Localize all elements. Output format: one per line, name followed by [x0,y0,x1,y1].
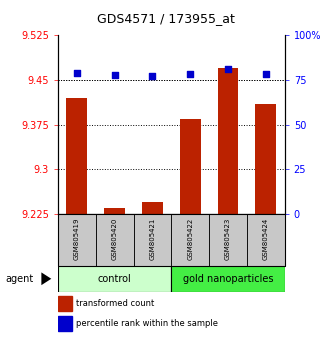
Bar [67,98,87,214]
Point [150,73,155,79]
Bar [180,119,201,214]
Point [263,71,268,77]
Text: GSM805422: GSM805422 [187,218,193,260]
Text: transformed count: transformed count [76,299,154,308]
Text: GSM805419: GSM805419 [74,218,80,260]
Bar [247,214,285,266]
Bar [96,214,133,266]
Text: GDS4571 / 173955_at: GDS4571 / 173955_at [97,12,234,25]
Polygon shape [41,273,51,285]
Bar [171,266,285,292]
Text: GSM805421: GSM805421 [149,218,155,260]
Bar [133,214,171,266]
Point [225,67,231,72]
Bar [58,266,171,292]
Bar [58,316,71,331]
Bar [209,214,247,266]
Bar [58,296,71,311]
Text: percentile rank within the sample: percentile rank within the sample [76,319,218,329]
Bar [142,202,163,214]
Text: GSM805423: GSM805423 [225,218,231,260]
Text: agent: agent [5,274,33,284]
Text: gold nanoparticles: gold nanoparticles [183,274,273,284]
Text: control: control [98,274,131,284]
Point [188,71,193,77]
Text: GSM805424: GSM805424 [263,218,269,260]
Bar [58,214,96,266]
Bar [104,208,125,214]
Bar [171,214,209,266]
Point [74,70,79,76]
Bar [256,104,276,214]
Bar [217,68,238,214]
Text: GSM805420: GSM805420 [112,218,118,260]
Point [112,72,117,78]
